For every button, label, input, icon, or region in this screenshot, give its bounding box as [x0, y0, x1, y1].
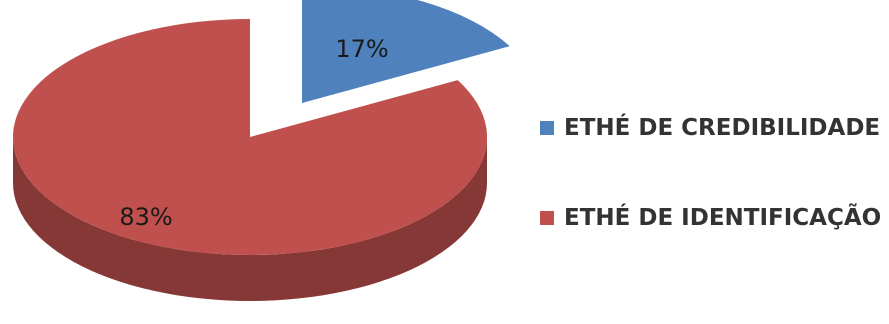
legend-item-credibilidade: ETHÉ DE CREDIBILIDADE [540, 108, 881, 148]
data-label-identificacao: 83% [119, 203, 172, 231]
legend-item-identificacao: ETHÉ DE IDENTIFICAÇÃO [540, 198, 881, 238]
data-label-credibilidade: 17% [335, 35, 388, 63]
legend-swatch-identificacao [540, 211, 554, 225]
slice-side-ethe-de-identificacao [13, 137, 487, 301]
legend-label-identificacao: ETHÉ DE IDENTIFICAÇÃO [564, 205, 882, 231]
legend-swatch-credibilidade [540, 121, 554, 135]
legend: ETHÉ DE CREDIBILIDADE ETHÉ DE IDENTIFICA… [540, 108, 881, 288]
slice-ethe-de-identificacao [12, 19, 488, 256]
slice-ethe-de-credibilidade [302, 0, 510, 103]
legend-label-credibilidade: ETHÉ DE CREDIBILIDADE [564, 115, 881, 141]
